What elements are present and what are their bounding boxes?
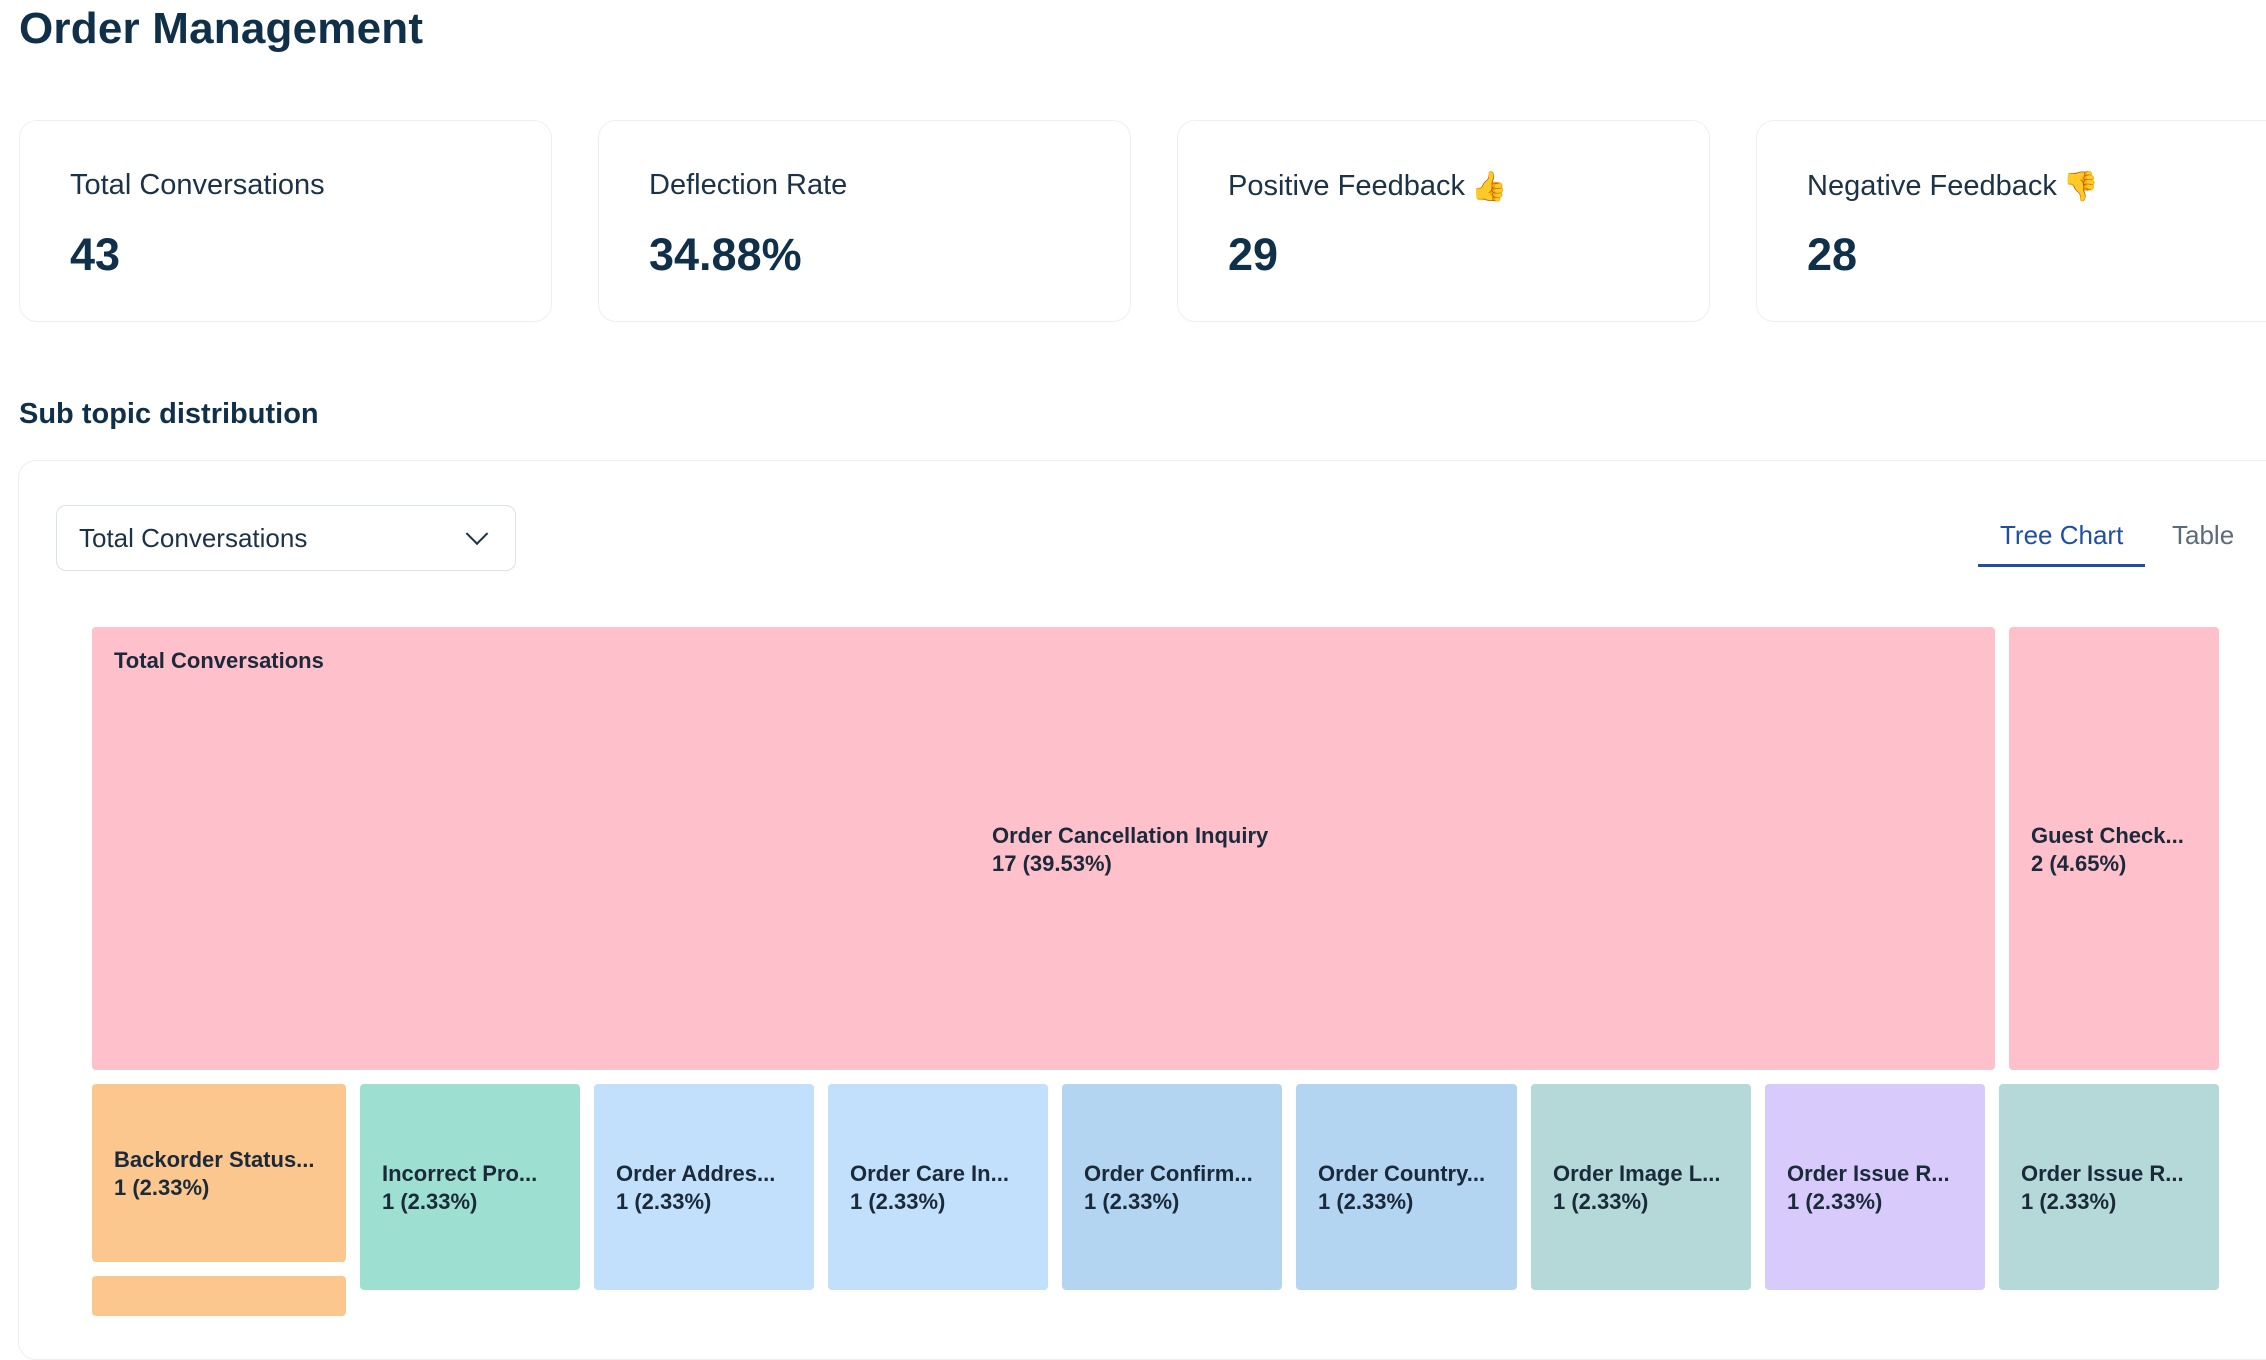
treemap-tile-text: Order Addres... 1 (2.33%) — [616, 1160, 775, 1216]
stat-value: 29 — [1228, 229, 1279, 280]
treemap-tile[interactable]: Order Image L... 1 (2.33%) — [1531, 1084, 1751, 1290]
treemap-tile-label: Order Care In... — [850, 1161, 1009, 1186]
treemap-root-label: Total Conversations — [114, 648, 324, 673]
treemap-tile-text: Order Issue R... 1 (2.33%) — [2021, 1160, 2184, 1216]
treemap-tile[interactable]: Order Confirm... 1 (2.33%) — [1062, 1084, 1282, 1290]
stat-label-text: Total Conversations — [70, 169, 325, 201]
thumbs-up-icon: 👍 — [1470, 169, 1508, 203]
treemap-tile-text: Incorrect Pro... 1 (2.33%) — [382, 1160, 537, 1216]
treemap-tile-value: 1 (2.33%) — [114, 1175, 210, 1200]
treemap-tile-label: Order Confirm... — [1084, 1161, 1253, 1186]
metric-select-value: Total Conversations — [79, 522, 308, 553]
treemap-tile-value: 1 (2.33%) — [850, 1189, 946, 1214]
treemap-tile-text: Order Care In... 1 (2.33%) — [850, 1160, 1009, 1216]
treemap-tile-value: 1 (2.33%) — [616, 1189, 712, 1214]
treemap-tile-value: 1 (2.33%) — [1084, 1189, 1180, 1214]
treemap-tile[interactable]: Backorder Status... 1 (2.33%) — [92, 1084, 346, 1262]
chevron-down-icon — [465, 522, 489, 546]
treemap-tile-label: Backorder Status... — [114, 1147, 315, 1172]
stat-card-positive-feedback: Positive Feedback 👍 29 — [1177, 120, 1710, 322]
stat-label: Deflection Rate — [649, 169, 847, 202]
page-title: Order Management — [19, 4, 424, 53]
tab-tree-chart[interactable]: Tree Chart — [1978, 515, 2146, 567]
stat-label: Positive Feedback 👍 — [1228, 169, 1507, 204]
treemap-tile[interactable] — [92, 1276, 346, 1316]
treemap-tile-value: 1 (2.33%) — [1553, 1189, 1649, 1214]
treemap-tile[interactable]: Incorrect Pro... 1 (2.33%) — [360, 1084, 580, 1290]
stat-value: 43 — [70, 229, 121, 280]
stat-label-text: Deflection Rate — [649, 169, 848, 201]
treemap-tile-text: Guest Check... 2 (4.65%) — [2031, 822, 2184, 878]
stat-label-text: Positive Feedback — [1228, 170, 1465, 202]
tab-table[interactable]: Table — [2172, 520, 2235, 550]
treemap-tile-label: Order Addres... — [616, 1161, 776, 1186]
metric-select[interactable]: Total Conversations — [56, 505, 516, 571]
treemap-tile[interactable]: Guest Check... 2 (4.65%) — [2009, 627, 2219, 1070]
treemap-tile-value: 1 (2.33%) — [2021, 1189, 2117, 1214]
treemap-tile-value: 1 (2.33%) — [382, 1189, 478, 1214]
treemap-tile-text: Order Image L... 1 (2.33%) — [1553, 1160, 1721, 1216]
treemap-tile[interactable]: Order Cancellation Inquiry 17 (39.53%) — [92, 627, 1995, 1070]
treemap-tile-label: Order Image L... — [1553, 1161, 1721, 1186]
treemap-tile-label: Order Issue R... — [2021, 1161, 2184, 1186]
stat-card-total-conversations: Total Conversations 43 — [19, 120, 552, 322]
treemap-tile-label: Order Country... — [1318, 1161, 1486, 1186]
treemap-tile[interactable]: Order Country... 1 (2.33%) — [1296, 1084, 1517, 1290]
treemap-tile-label: Order Issue R... — [1787, 1161, 1950, 1186]
treemap-tile-label: Incorrect Pro... — [382, 1161, 538, 1186]
stat-value: 34.88% — [649, 229, 802, 280]
treemap-tile[interactable]: Order Addres... 1 (2.33%) — [594, 1084, 814, 1290]
treemap-tile-label: Order Cancellation Inquiry — [992, 823, 1269, 848]
stat-label-text: Negative Feedback — [1807, 170, 2057, 202]
stat-card-deflection-rate: Deflection Rate 34.88% — [598, 120, 1131, 322]
treemap-tile-label: Guest Check... — [2031, 823, 2184, 848]
treemap-tile[interactable]: Order Issue R... 1 (2.33%) — [1999, 1084, 2219, 1290]
treemap-tile-value: 1 (2.33%) — [1787, 1189, 1883, 1214]
stat-label: Negative Feedback 👎 — [1807, 169, 2099, 204]
treemap-tile-value: 1 (2.33%) — [1318, 1189, 1414, 1214]
treemap-tile-text: Order Country... 1 (2.33%) — [1318, 1160, 1485, 1216]
treemap-tile-value: 2 (4.65%) — [2031, 851, 2127, 876]
thumbs-down-icon: 👎 — [2062, 169, 2099, 203]
treemap-tile[interactable]: Order Issue R... 1 (2.33%) — [1765, 1084, 1985, 1290]
treemap-tile-value: 17 (39.53%) — [992, 851, 1112, 876]
stat-value: 28 — [1807, 229, 1858, 280]
stat-card-negative-feedback: Negative Feedback 👎 28 — [1756, 120, 2266, 322]
treemap-tile[interactable]: Order Care In... 1 (2.33%) — [828, 1084, 1048, 1290]
treemap-tile-text: Order Issue R... 1 (2.33%) — [1787, 1160, 1950, 1216]
treemap-tile-text: Backorder Status... 1 (2.33%) — [114, 1146, 315, 1202]
stat-label: Total Conversations — [70, 169, 325, 202]
treemap-tile-text: Order Confirm... 1 (2.33%) — [1084, 1160, 1253, 1216]
section-title: Sub topic distribution — [19, 398, 319, 430]
treemap-tile-text: Order Cancellation Inquiry 17 (39.53%) — [992, 822, 1268, 878]
